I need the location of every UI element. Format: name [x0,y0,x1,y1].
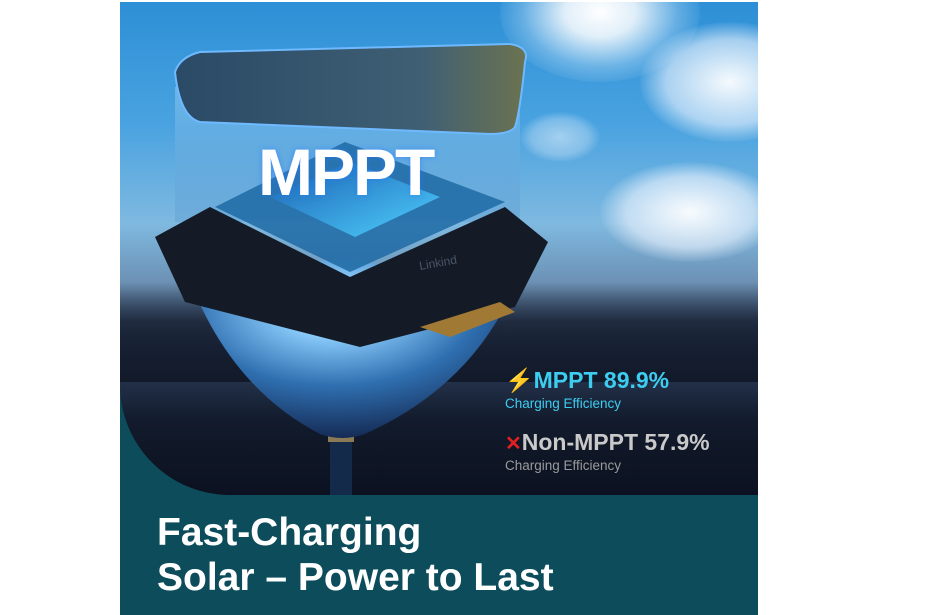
lamp-housing [155,207,548,347]
stat-title: MPPT 89.9% [533,367,670,393]
lamp-stem [330,432,352,495]
stat-subtitle: Charging Efficiency [505,396,622,411]
stat-subtitle: Charging Efficiency [505,458,622,473]
mppt-hero-label: MPPT [258,135,435,209]
cloud [520,112,600,162]
banner-title: Fast-Charging Solar – Power to Last [157,510,554,600]
lightning-bolt-icon: ⚡ [505,367,534,393]
mppt-chip [270,162,440,237]
stat-mppt: ⚡MPPT 89.9% Charging Efficiency [505,367,669,411]
solar-lamp-illustration: Linkind [155,42,548,495]
stat-title: Non-MPPT 57.9% [521,429,710,455]
cloud [600,162,758,262]
red-x-icon: ✕ [505,433,522,455]
brand-logo: Linkind [418,253,458,273]
stat-non-mppt: ✕Non-MPPT 57.9% Charging Efficiency [505,429,710,473]
banner-line-1: Fast-Charging [157,511,422,554]
product-photo: Linkind MPPT ⚡MPPT 89.9% Charging Effici… [120,2,758,495]
solar-panel [173,42,527,136]
banner-line-2: Solar – Power to Last [157,556,554,599]
product-image[interactable]: Linkind MPPT ⚡MPPT 89.9% Charging Effici… [120,2,758,615]
